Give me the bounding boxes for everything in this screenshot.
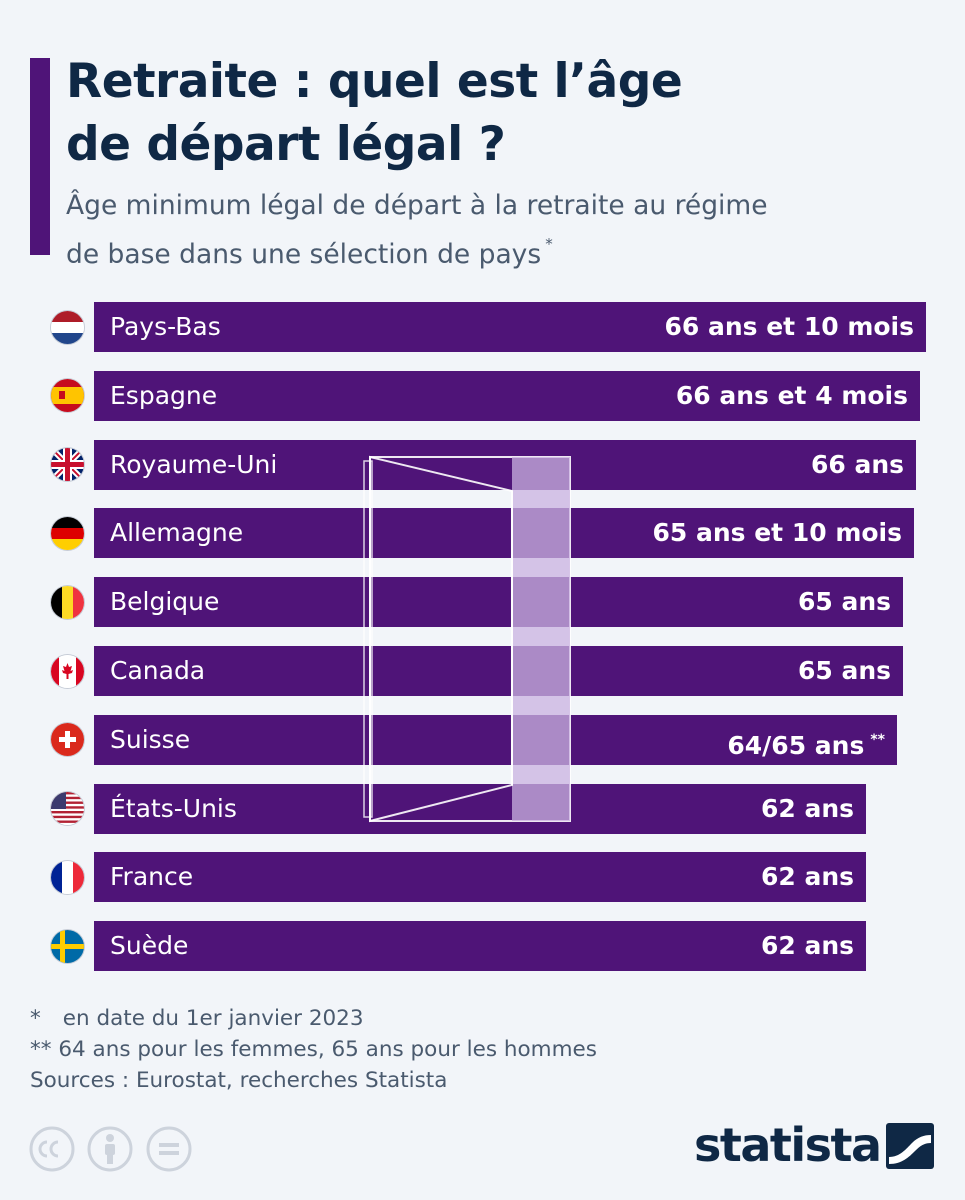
data-label: 65 ans <box>797 587 891 617</box>
category-label: Suisse <box>110 724 191 754</box>
category-label: Belgique <box>110 587 220 617</box>
subtitle-line-2-text: de base dans une sélection de pays <box>66 239 542 270</box>
category-label: France <box>110 862 194 892</box>
logo-text: statista <box>694 1118 882 1172</box>
flag-netherlands-icon <box>51 310 84 344</box>
footnote-2: ** 64 ans pour les femmes, 65 ans pour l… <box>30 1037 597 1062</box>
cc-icon <box>29 1126 75 1172</box>
category-label: Pays-Bas <box>110 312 221 341</box>
chart-notes: * en date du 1er janvier 2023 ** 64 ans p… <box>30 1003 597 1096</box>
data-label: 66 ans et 10 mois <box>664 312 914 341</box>
page-title: Retraite : quel est l’âge de départ léga… <box>66 50 683 176</box>
subtitle-line-2: de base dans une sélection de pays * <box>66 225 768 274</box>
no-derivatives-icon <box>146 1126 192 1172</box>
footnote-1: * en date du 1er janvier 2023 <box>30 1003 597 1034</box>
title-line-2: de départ légal ? <box>66 117 506 172</box>
flag-switzerland-icon <box>51 723 84 757</box>
bar-chart: Pays-Bas 66 ans et 10 mois Espagne 66 ans e… <box>0 290 965 990</box>
bar-espagne <box>94 370 920 421</box>
bar-su-de <box>94 921 866 972</box>
flag-uk-icon <box>51 448 84 482</box>
bar-suisse <box>94 714 897 765</box>
data-label: 65 ans et 10 mois <box>652 518 902 548</box>
doorway-overlay-graphic <box>363 455 571 823</box>
bar--tats-unis <box>94 783 866 834</box>
footnote-1-marker: * <box>30 1006 41 1031</box>
flag-france-icon <box>51 860 84 894</box>
flag-belgium-icon <box>51 585 84 619</box>
statista-logo-icon <box>886 1123 934 1169</box>
flag-germany-icon <box>51 516 84 550</box>
data-label: 65 ans <box>797 656 891 685</box>
category-label: Suède <box>110 931 189 961</box>
data-label: 66 ans <box>810 449 904 479</box>
bar-belgique <box>94 577 903 628</box>
bar-france <box>94 852 866 903</box>
category-label: Royaume-Uni <box>110 449 278 479</box>
title-accent-bar <box>30 58 50 255</box>
bar-royaume-uni <box>94 439 916 490</box>
footnote-1-text: en date du 1er janvier 2023 <box>62 1006 364 1031</box>
attribution-icon <box>87 1126 133 1172</box>
category-label: Espagne <box>110 380 218 410</box>
bar-pays-bas <box>94 302 926 352</box>
creative-commons-badges <box>29 1126 192 1172</box>
category-label: Canada <box>110 656 206 685</box>
data-label: 64/65 ans ** <box>727 730 885 760</box>
flag-spain-icon <box>51 379 84 413</box>
subtitle: Âge minimum légal de départ à la retrait… <box>66 186 768 274</box>
flag-sweden-icon <box>51 929 84 963</box>
statista-logo: statista <box>694 1115 944 1175</box>
flag-canada-icon <box>51 654 84 688</box>
bar-canada <box>94 646 903 696</box>
data-label: 62 ans <box>760 793 854 823</box>
data-label: 62 ans <box>760 862 854 892</box>
subtitle-footnote-marker: * <box>545 235 553 253</box>
sources: Sources : Eurostat, recherches Statista <box>30 1068 448 1093</box>
bar-allemagne <box>94 508 914 559</box>
subtitle-line-1: Âge minimum légal de départ à la retrait… <box>66 190 768 221</box>
title-line-1: Retraite : quel est l’âge <box>66 54 683 109</box>
flag-usa-icon <box>51 792 84 826</box>
data-label: 62 ans <box>760 931 854 961</box>
data-label-footnote-marker: ** <box>870 731 885 748</box>
data-label: 66 ans et 4 mois <box>675 380 908 410</box>
category-label: Allemagne <box>110 518 244 548</box>
category-label: États-Unis <box>110 793 237 823</box>
